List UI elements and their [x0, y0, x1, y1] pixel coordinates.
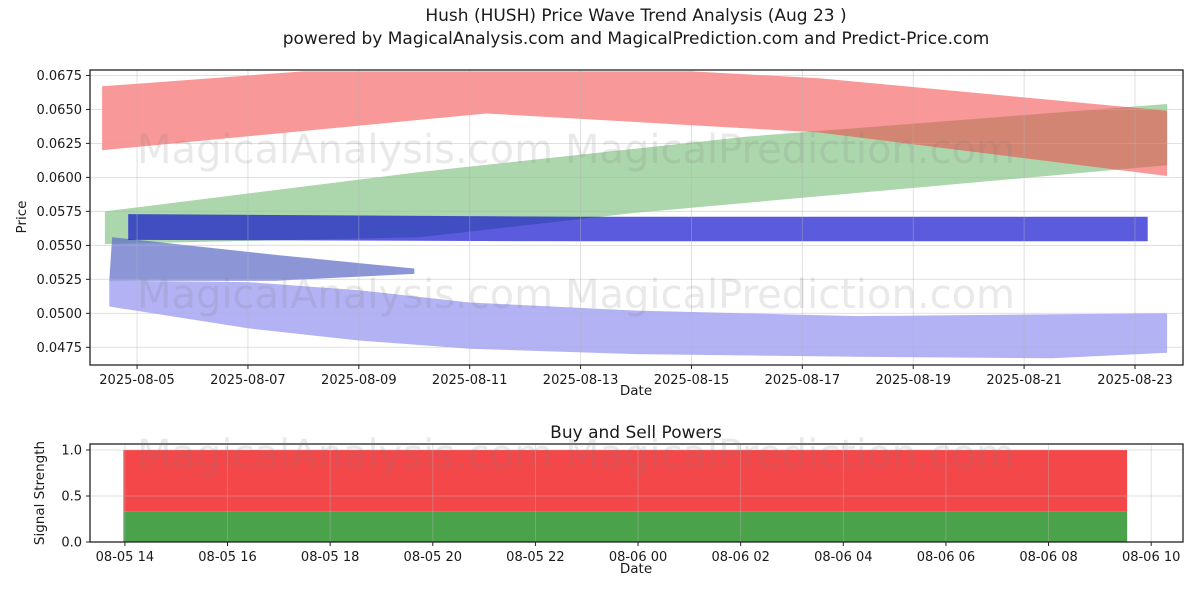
flat-support-blue-band	[128, 214, 1148, 242]
y-tick-label: 1.0	[61, 443, 82, 458]
watermark-text: MagicalAnalysis.com	[137, 272, 553, 318]
x-tick-label: 08-05 20	[404, 550, 462, 565]
price-chart-xlabel: Date	[619, 383, 653, 399]
support-wedge-slate-band	[109, 237, 415, 281]
x-tick-label: 2025-08-07	[210, 373, 286, 388]
x-tick-label: 2025-08-15	[654, 373, 730, 388]
lower-trend-purple-band	[109, 280, 1168, 359]
x-tick-label: 2025-08-05	[99, 373, 175, 388]
y-tick-label: 0.0600	[37, 171, 83, 186]
x-tick-label: 2025-08-11	[432, 373, 508, 388]
y-tick-label: 0.5	[61, 489, 82, 504]
upper-trend-red-band	[102, 71, 1168, 176]
x-tick-label: 08-06 02	[711, 550, 769, 565]
x-tick-label: 2025-08-21	[986, 373, 1062, 388]
watermark-text: MagicalAnalysis.com	[137, 432, 553, 478]
watermark-text: MagicalPrediction.com	[565, 272, 1015, 318]
watermark-text: MagicalPrediction.com	[565, 127, 1015, 173]
x-tick-label: 2025-08-09	[321, 373, 397, 388]
watermark-text: MagicalAnalysis.com	[137, 127, 553, 173]
price-chart-ylabel: Price	[14, 200, 30, 234]
chart-subtitle: powered by MagicalAnalysis.com and Magic…	[282, 29, 990, 49]
x-tick-label: 08-05 18	[301, 550, 359, 565]
x-tick-label: 2025-08-17	[765, 373, 841, 388]
x-tick-label: 08-06 00	[609, 550, 667, 565]
power-chart-xlabel: Date	[619, 561, 653, 577]
plot-frame	[89, 443, 1184, 543]
x-tick-label: 2025-08-23	[1097, 373, 1173, 388]
y-tick-label: 0.0650	[37, 103, 83, 118]
chart-title: Hush (HUSH) Price Wave Trend Analysis (A…	[425, 6, 847, 26]
y-tick-label: 0.0675	[37, 69, 83, 84]
x-tick-label: 08-06 08	[1019, 550, 1077, 565]
sell-power-red-band	[123, 450, 1128, 512]
x-tick-label: 08-06 10	[1122, 550, 1180, 565]
y-tick-label: 0.0625	[37, 137, 83, 152]
y-tick-label: 0.0500	[37, 307, 83, 322]
x-tick-label: 08-05 16	[198, 550, 256, 565]
y-tick-label: 0.0	[61, 536, 82, 551]
x-tick-label: 08-05 22	[506, 550, 564, 565]
buy-power-green-band	[123, 511, 1128, 542]
power-chart-title: Buy and Sell Powers	[550, 423, 722, 443]
y-tick-label: 0.0575	[37, 205, 83, 220]
y-tick-label: 0.0525	[37, 273, 83, 288]
x-tick-label: 08-06 04	[814, 550, 872, 565]
plot-frame	[89, 69, 1184, 366]
x-tick-label: 08-06 06	[917, 550, 975, 565]
watermark-text: MagicalPrediction.com	[565, 432, 1015, 478]
x-tick-label: 2025-08-19	[875, 373, 951, 388]
y-tick-label: 0.0550	[37, 239, 83, 254]
power-chart-ylabel: Signal Strength	[32, 440, 48, 546]
x-tick-label: 2025-08-13	[543, 373, 619, 388]
y-tick-label: 0.0475	[37, 341, 83, 356]
x-tick-label: 08-05 14	[96, 550, 154, 565]
